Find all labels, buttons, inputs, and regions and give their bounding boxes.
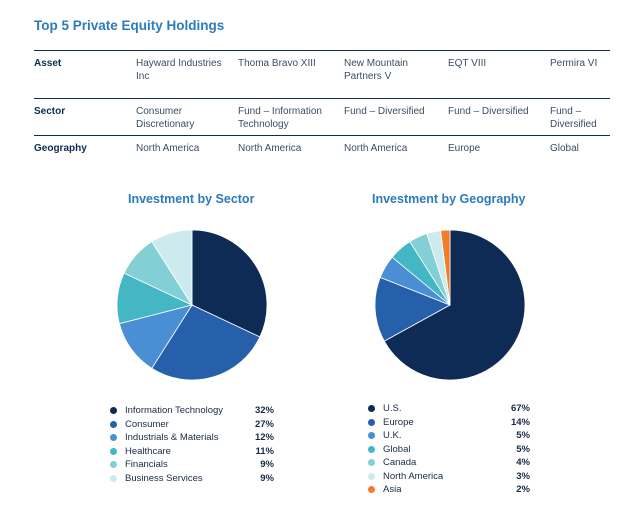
legend-value: 9% xyxy=(260,459,274,471)
table-cell: EQT VIII xyxy=(448,58,487,69)
legend-swatch xyxy=(110,461,117,469)
legend-item-north-america: North America 3% xyxy=(368,470,530,484)
legend-value: 3% xyxy=(516,470,530,482)
pie-slice-consumer xyxy=(151,304,261,381)
row-header-geography: Geography xyxy=(34,143,87,154)
legend-swatch xyxy=(368,432,375,440)
pie-slice-u-s xyxy=(383,229,526,381)
holdings-table: Asset Hayward Industries Inc Thoma Bravo… xyxy=(34,50,610,162)
row-header-sector: Sector xyxy=(34,106,66,117)
pie-slice-europe xyxy=(374,276,451,342)
legend-item-financials: Financials 9% xyxy=(110,458,274,472)
legend-label: U.K. xyxy=(383,430,402,442)
legend-value: 5% xyxy=(516,443,530,455)
legend-label: Healthcare xyxy=(125,445,171,457)
table-cell: New Mountain Partners V xyxy=(344,58,408,82)
legend-swatch xyxy=(368,418,375,426)
legend-swatch xyxy=(368,459,375,467)
legend-value: 5% xyxy=(516,430,530,442)
legend-swatch xyxy=(368,472,375,480)
legend-label: Global xyxy=(383,443,411,455)
legend-swatch xyxy=(110,407,117,415)
table-cell: Europe xyxy=(448,143,481,154)
legend-value: 11% xyxy=(255,445,275,457)
pie-slice-asia xyxy=(440,229,451,306)
legend-item-canada: Canada 4% xyxy=(368,456,530,470)
legend-label: Business Services xyxy=(125,472,203,484)
legend-label: Consumer xyxy=(125,418,169,430)
table-cell: Consumer Discretionary xyxy=(136,106,195,130)
legend-label: Information Technology xyxy=(125,405,224,417)
table-cell: Fund – Diversified xyxy=(344,106,425,117)
table-row-geography: Geography North America North America No… xyxy=(34,135,610,163)
legend-swatch xyxy=(368,445,375,453)
legend-item-consumer: Consumer 27% xyxy=(110,418,274,432)
table-cell: Permira VI xyxy=(550,58,598,69)
legend-value: 67% xyxy=(510,403,530,415)
legend-value: 4% xyxy=(516,457,530,469)
row-header-asset: Asset xyxy=(34,58,62,69)
legend-item-healthcare: Healthcare 11% xyxy=(110,445,274,459)
geography-chart-title: Investment by Geography xyxy=(372,192,526,206)
page-title: Top 5 Private Equity Holdings xyxy=(34,18,225,33)
legend-swatch xyxy=(110,420,117,428)
legend-swatch xyxy=(368,486,375,494)
sector-chart-title: Investment by Sector xyxy=(128,192,255,206)
legend-item-u-s: U.S. 67% xyxy=(368,402,530,416)
pie-slice-business-services xyxy=(151,229,193,307)
table-cell: North America xyxy=(344,143,408,154)
pie-slice-information-technology xyxy=(191,229,268,338)
legend-value: 32% xyxy=(254,405,274,417)
table-cell: North America xyxy=(136,143,200,154)
legend-swatch xyxy=(110,474,117,482)
legend-swatch xyxy=(368,405,375,413)
legend-label: Asia xyxy=(383,484,402,496)
table-cell: Fund – Diversified xyxy=(448,106,529,117)
table-cell: Hayward Industries Inc xyxy=(136,58,222,82)
legend-value: 9% xyxy=(260,472,274,484)
geography-pie-chart xyxy=(374,229,526,381)
legend-value: 12% xyxy=(254,432,274,444)
legend-label: U.S. xyxy=(383,403,402,415)
legend-value: 2% xyxy=(516,484,530,496)
legend-value: 27% xyxy=(254,418,274,430)
sector-legend: Information Technology 32% Consumer 27% Indu… xyxy=(110,404,274,485)
legend-item-information-technology: Information Technology 32% xyxy=(110,404,274,418)
legend-item-asia: Asia 2% xyxy=(368,483,530,497)
legend-label: Industrials & Materials xyxy=(125,432,219,444)
table-cell: Global xyxy=(550,143,579,154)
table-row-sector: Sector Consumer Discretionary Fund – Inf… xyxy=(34,98,610,136)
table-cell: Fund – Information Technology xyxy=(238,106,322,130)
legend-item-business-services: Business Services 9% xyxy=(110,472,274,486)
legend-label: Canada xyxy=(383,457,417,469)
legend-item-industrials-materials: Industrials & Materials 12% xyxy=(110,431,274,445)
legend-label: Financials xyxy=(125,459,168,471)
legend-item-europe: Europe 14% xyxy=(368,416,530,430)
legend-item-global: Global 5% xyxy=(368,443,530,457)
table-cell: Thoma Bravo XIII xyxy=(238,58,316,69)
legend-value: 14% xyxy=(510,416,530,428)
legend-label: Europe xyxy=(383,416,414,428)
table-row-asset: Asset Hayward Industries Inc Thoma Bravo… xyxy=(34,50,610,99)
table-cell: Fund – Diversified xyxy=(550,106,597,130)
legend-swatch xyxy=(110,434,117,442)
legend-item-u-k: U.K. 5% xyxy=(368,429,530,443)
table-cell: North America xyxy=(238,143,302,154)
geography-legend: U.S. 67% Europe 14% U.K. 5% Global 5% Canada 4% No… xyxy=(368,402,530,497)
sector-pie-chart xyxy=(116,229,268,381)
legend-label: North America xyxy=(383,470,444,482)
legend-swatch xyxy=(110,447,117,455)
